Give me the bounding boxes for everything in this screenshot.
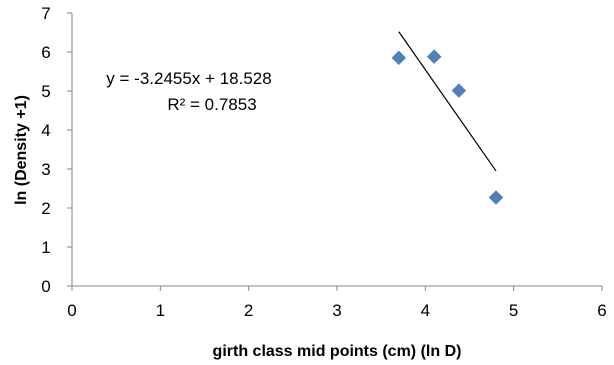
y-axis-ticks: 0 1 2 3 4 5 6 7: [41, 4, 72, 296]
y-tick-label: 4: [41, 121, 50, 140]
data-point-diamond: [488, 190, 504, 205]
y-axis-title: ln (Density +1): [13, 95, 30, 205]
y-tick-label: 1: [41, 238, 50, 257]
y-tick-label: 2: [41, 199, 50, 218]
x-tick-label: 2: [244, 301, 253, 320]
data-point-diamond: [451, 83, 467, 98]
y-tick-label: 6: [41, 43, 50, 62]
trendline-layer: [398, 31, 497, 172]
r-squared-label: R² = 0.7853: [167, 95, 256, 114]
data-point-diamond: [391, 50, 407, 66]
x-tick-label: 5: [509, 301, 518, 320]
y-tick-label: 0: [41, 277, 50, 296]
y-tick-label: 5: [41, 82, 50, 101]
data-points: [391, 49, 504, 205]
x-tick-label: 0: [67, 301, 76, 320]
x-axis-title: girth class mid points (cm) (ln D): [213, 343, 462, 360]
y-tick-label: 7: [41, 4, 50, 23]
data-point-diamond: [426, 49, 442, 65]
trendline: [398, 31, 497, 172]
x-tick-label: 6: [597, 301, 606, 320]
equation-label: y = -3.2455x + 18.528: [106, 69, 271, 88]
y-tick-label: 3: [41, 160, 50, 179]
x-tick-label: 3: [332, 301, 341, 320]
x-tick-label: 4: [421, 301, 430, 320]
x-tick-label: 1: [156, 301, 165, 320]
axes: [71, 13, 602, 287]
x-axis-ticks: 0 1 2 3 4 5 6: [67, 286, 607, 320]
